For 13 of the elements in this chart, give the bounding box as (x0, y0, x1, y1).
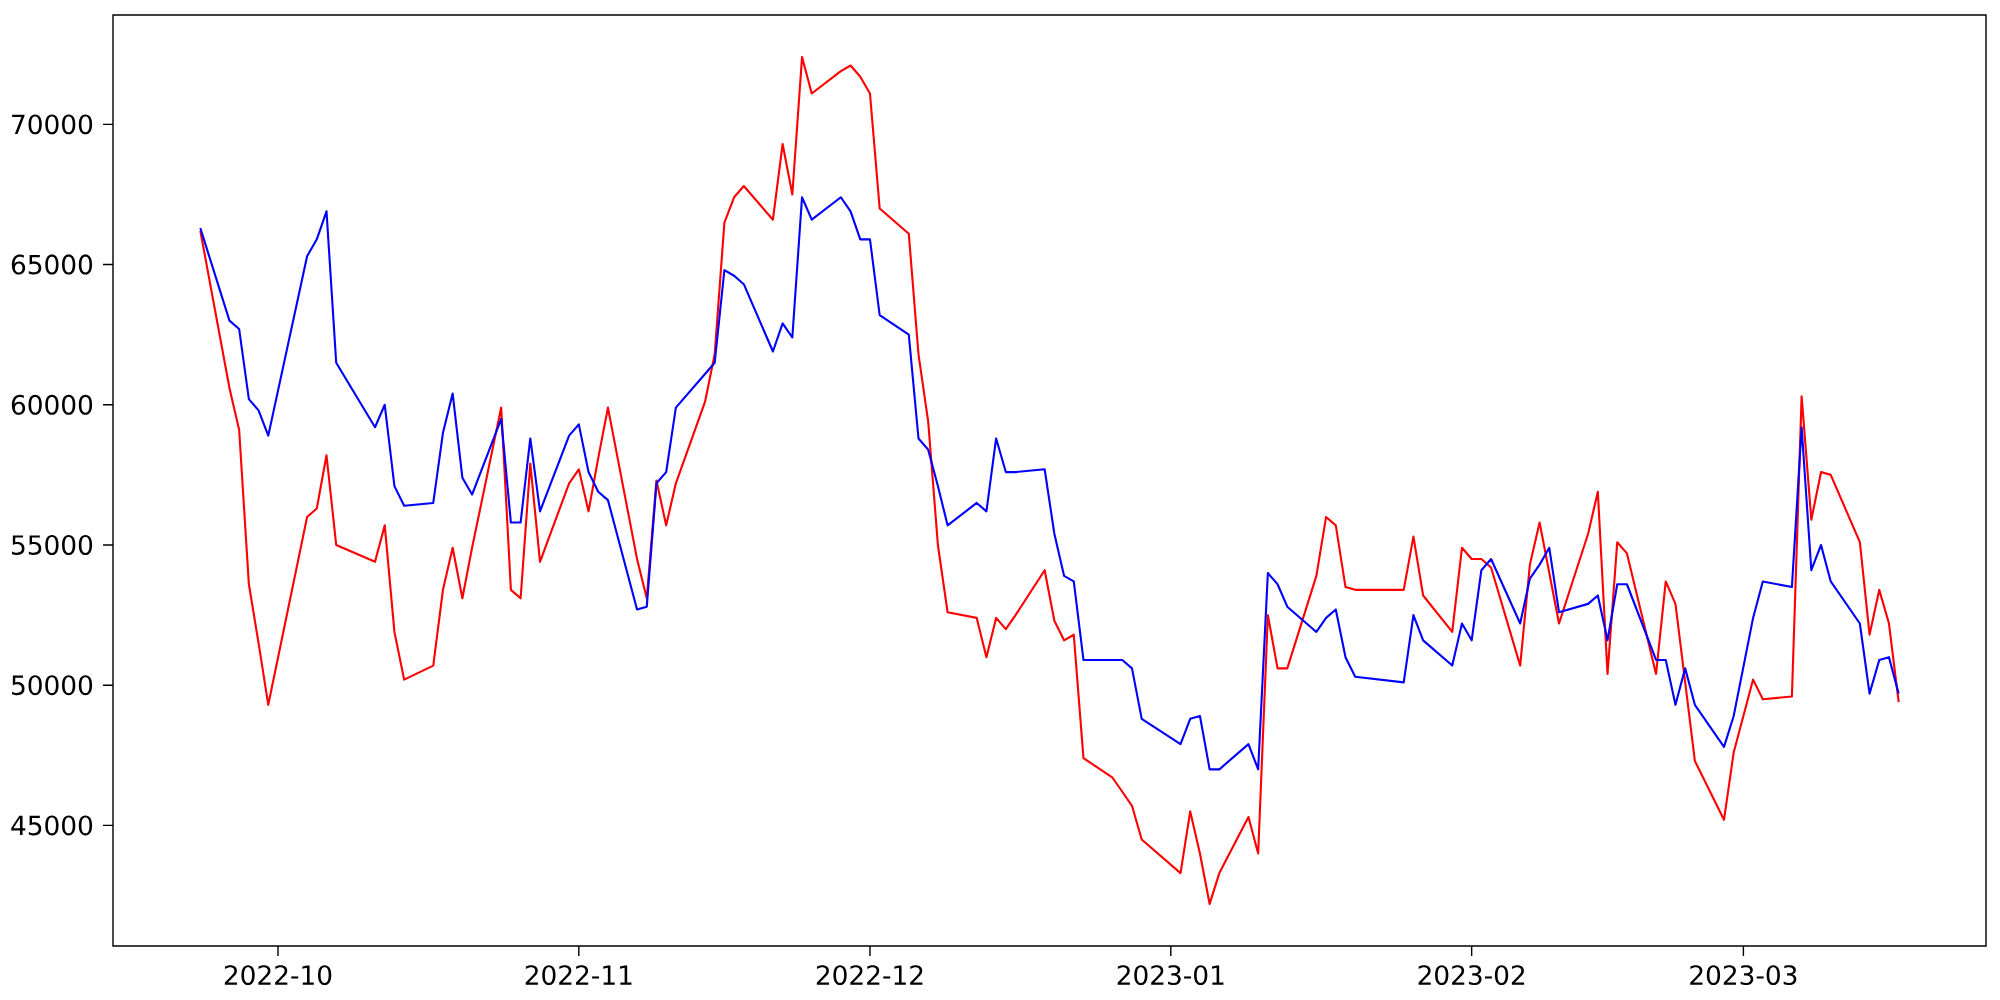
x-tick-label: 2023-01 (1117, 965, 1224, 986)
line-series (199, 56, 1900, 905)
x-tick-label: 2022-12 (816, 965, 923, 986)
y-tick-label: 45000 (11, 815, 93, 836)
x-tick-label: 2023-02 (1418, 965, 1525, 986)
x-tick-label: 2022-10 (224, 965, 332, 986)
y-tick-label: 55000 (12, 535, 93, 555)
x-tick-label: 2023-03 (1690, 965, 1797, 986)
y-tick-label: 60000 (11, 394, 93, 415)
y-tick-label: 70000 (12, 114, 93, 135)
x-tick-label: 2022-11 (525, 965, 632, 986)
y-tick-label: 65000 (11, 254, 93, 275)
y-tick-label: 50000 (12, 675, 93, 696)
